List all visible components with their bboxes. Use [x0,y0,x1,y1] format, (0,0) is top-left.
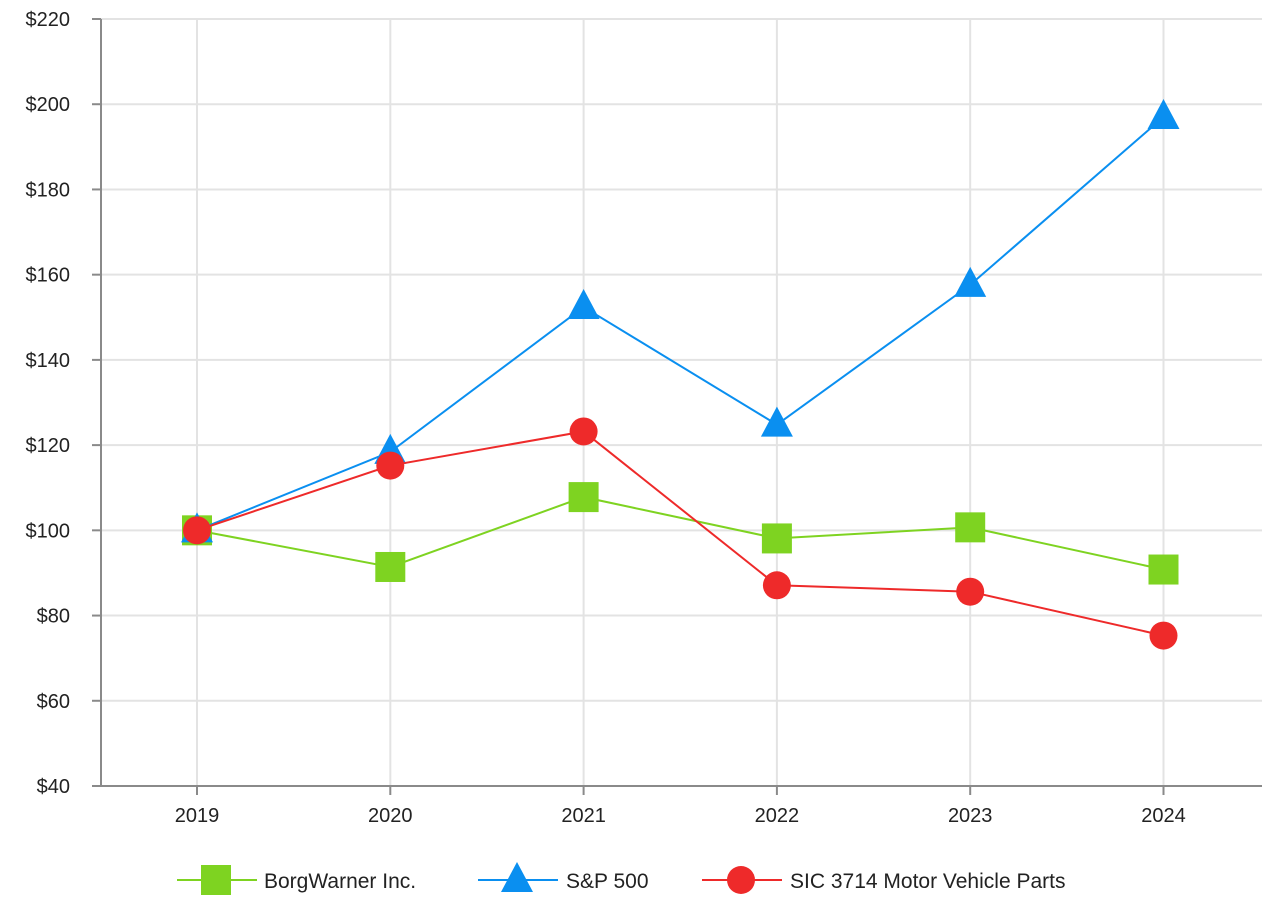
data-point [569,417,598,446]
legend-label: S&P 500 [566,870,649,893]
axes: $40 $60 $80 $100 $120 $140 $160 $180 $200 $220 201… [26,9,1262,827]
data-point [762,571,791,600]
y-tick-label: $40 [37,776,70,798]
legend-item: BorgWarner Inc. [177,865,416,895]
series-triangle [181,99,1180,543]
legend: BorgWarner Inc. S&P 500 SIC 3714 Motor Veh… [177,862,1065,895]
legend-marker [727,866,755,894]
legend-item: S&P 500 [478,862,649,893]
y-tick-label: $160 [26,265,71,287]
data-point [955,512,986,543]
y-tick-label: $120 [26,435,71,457]
series-line [196,116,1165,532]
data-point [183,516,211,545]
data-point [376,451,405,480]
y-tick-label: $80 [37,606,70,628]
series-line [196,430,1164,637]
data-point [375,551,406,582]
legend-label: BorgWarner Inc. [264,870,416,893]
data-point [761,523,792,554]
y-tick-label: $100 [26,520,71,542]
series-layer [181,99,1180,650]
data-point [954,266,987,297]
data-point [1147,99,1180,130]
y-tick-label: $140 [26,350,71,372]
series-square [182,482,1179,585]
data-point [956,577,985,606]
y-tick-label: $60 [37,691,70,713]
legend-item: SIC 3714 Motor Vehicle Parts [702,866,1065,894]
data-point [1148,554,1179,585]
x-tick-label: 2021 [561,805,606,827]
y-tick-label: $180 [26,179,71,201]
legend-marker [201,865,231,895]
y-tick-label: $200 [26,94,71,116]
x-tick-label: 2019 [175,805,220,827]
data-point [568,482,599,513]
x-tick-label: 2024 [1141,805,1186,827]
grid [101,18,1262,786]
series-circle [183,417,1178,650]
legend-marker [501,862,533,892]
data-point [567,289,600,320]
x-tick-label: 2022 [755,805,800,827]
x-tick-label: 2020 [368,805,413,827]
data-point [1149,621,1178,650]
series-line [196,496,1164,571]
x-tick-label: 2023 [948,805,993,827]
data-point [760,406,793,437]
legend-label: SIC 3714 Motor Vehicle Parts [790,870,1065,893]
y-tick-label: $220 [26,9,71,31]
